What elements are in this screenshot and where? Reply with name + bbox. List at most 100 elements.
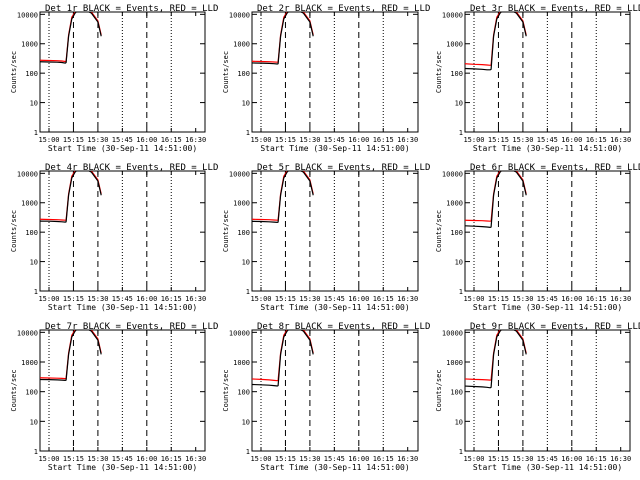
y-tick-label: 10000 [17, 11, 38, 19]
x-tick-label: 16:15 [161, 136, 182, 144]
y-tick-label: 10000 [442, 329, 463, 337]
y-tick-label: 100 [25, 70, 38, 78]
y-tick-label: 10000 [229, 329, 250, 337]
y-tick-label: 100 [450, 389, 463, 397]
x-tick-label: 16:00 [561, 136, 582, 144]
events-series-line [40, 330, 102, 382]
y-tick-label: 10 [242, 259, 250, 267]
panel-det-6: Det 6r BLACK = Events, RED = LLD 1 10 100 10… [435, 163, 640, 312]
y-axis-label: Counts/sec [435, 369, 443, 411]
x-tick-label: 15:45 [324, 295, 345, 303]
x-tick-label: 15:45 [112, 455, 133, 463]
x-tick-label: 15:15 [488, 455, 509, 463]
x-tick-label: 16:15 [373, 455, 394, 463]
panel-det-9: Det 9r BLACK = Events, RED = LLD 1 10 100 10… [435, 322, 640, 472]
x-tick-label: 15:45 [537, 455, 558, 463]
y-tick-label: 1 [459, 288, 463, 296]
plot-frame [251, 329, 419, 452]
panel-title: Det 2r BLACK = Events, RED = LLD [257, 4, 430, 14]
x-axis-label: Start Time (30-Sep-11 14:51:00) [48, 303, 197, 312]
x-tick-label: 15:30 [512, 136, 533, 144]
x-tick-label: 15:00 [250, 295, 271, 303]
panel-det-3: Det 3r BLACK = Events, RED = LLD 1 10 100 10… [435, 4, 640, 153]
y-tick-label: 100 [25, 389, 38, 397]
x-tick-label: 16:00 [561, 455, 582, 463]
x-tick-label: 16:30 [185, 295, 206, 303]
y-tick-label: 10 [455, 418, 463, 426]
panel-title: Det 3r BLACK = Events, RED = LLD [470, 4, 640, 14]
x-tick-label: 16:30 [397, 455, 418, 463]
x-tick-label: 15:15 [275, 295, 296, 303]
x-tick-label: 16:00 [136, 455, 157, 463]
y-tick-label: 10 [455, 259, 463, 267]
panel-det-2: Det 2r BLACK = Events, RED = LLD 1 10 100 10… [222, 4, 430, 153]
panel-det-4: Det 4r BLACK = Events, RED = LLD 1 10 100 10… [10, 163, 218, 312]
y-tick-label: 1000 [233, 359, 250, 367]
x-tick-label: 15:30 [512, 295, 533, 303]
y-tick-label: 10000 [17, 329, 38, 337]
y-axis-label: Counts/sec [435, 210, 443, 252]
x-tick-label: 16:30 [610, 295, 631, 303]
y-tick-label: 1000 [446, 200, 463, 208]
x-axis-label: Start Time (30-Sep-11 14:51:00) [260, 144, 409, 153]
panel-title: Det 4r BLACK = Events, RED = LLD [45, 163, 218, 173]
y-tick-label: 1 [246, 288, 250, 296]
panel-title: Det 6r BLACK = Events, RED = LLD [470, 163, 640, 173]
x-tick-label: 15:45 [537, 295, 558, 303]
x-tick-label: 15:45 [537, 136, 558, 144]
panel-det-1: Det 1r BLACK = Events, RED = LLD 1 10 100 10… [10, 4, 218, 153]
x-tick-label: 16:00 [561, 295, 582, 303]
x-tick-label: 16:00 [348, 455, 369, 463]
x-tick-label: 15:30 [87, 455, 108, 463]
x-tick-label: 16:00 [136, 136, 157, 144]
x-tick-label: 15:00 [463, 455, 484, 463]
events-series-line [465, 171, 527, 229]
events-series-line [252, 171, 314, 224]
x-tick-label: 15:15 [275, 455, 296, 463]
panel-title: Det 9r BLACK = Events, RED = LLD [470, 322, 640, 332]
x-tick-label: 16:00 [136, 295, 157, 303]
y-axis-label: Counts/sec [222, 210, 230, 252]
events-series-line [465, 330, 527, 389]
x-tick-label: 15:15 [488, 136, 509, 144]
x-tick-label: 15:30 [512, 455, 533, 463]
y-tick-label: 10 [455, 100, 463, 108]
y-tick-label: 1 [459, 129, 463, 137]
y-tick-label: 1 [459, 448, 463, 456]
y-tick-label: 10 [30, 100, 38, 108]
x-tick-label: 15:45 [112, 136, 133, 144]
panel-title: Det 7r BLACK = Events, RED = LLD [45, 322, 218, 332]
y-tick-label: 1000 [233, 200, 250, 208]
y-tick-label: 100 [237, 70, 250, 78]
x-tick-label: 15:00 [463, 295, 484, 303]
x-tick-label: 16:15 [586, 455, 607, 463]
x-tick-label: 16:30 [610, 455, 631, 463]
x-axis-label: Start Time (30-Sep-11 14:51:00) [473, 144, 622, 153]
y-tick-label: 1000 [21, 41, 38, 49]
y-tick-label: 1 [34, 448, 38, 456]
x-tick-label: 16:00 [348, 136, 369, 144]
x-tick-label: 16:15 [586, 295, 607, 303]
x-axis-label: Start Time (30-Sep-11 14:51:00) [48, 463, 197, 472]
x-axis-label: Start Time (30-Sep-11 14:51:00) [473, 463, 622, 472]
x-tick-label: 16:30 [610, 136, 631, 144]
panel-det-5: Det 5r BLACK = Events, RED = LLD 1 10 100 10… [222, 163, 430, 312]
x-tick-label: 16:15 [373, 136, 394, 144]
x-tick-label: 16:30 [397, 295, 418, 303]
x-tick-label: 16:15 [373, 295, 394, 303]
x-tick-label: 16:15 [586, 136, 607, 144]
x-tick-label: 15:30 [299, 295, 320, 303]
x-tick-label: 15:00 [38, 455, 59, 463]
y-tick-label: 1000 [446, 359, 463, 367]
x-tick-label: 15:30 [299, 136, 320, 144]
events-series-line [40, 12, 102, 64]
x-tick-label: 15:45 [112, 295, 133, 303]
y-tick-label: 100 [25, 229, 38, 237]
y-tick-label: 1 [34, 288, 38, 296]
x-tick-label: 15:15 [63, 295, 84, 303]
x-axis-label: Start Time (30-Sep-11 14:51:00) [260, 463, 409, 472]
events-series-line [40, 171, 102, 223]
x-tick-label: 15:15 [63, 136, 84, 144]
x-tick-label: 15:30 [299, 455, 320, 463]
